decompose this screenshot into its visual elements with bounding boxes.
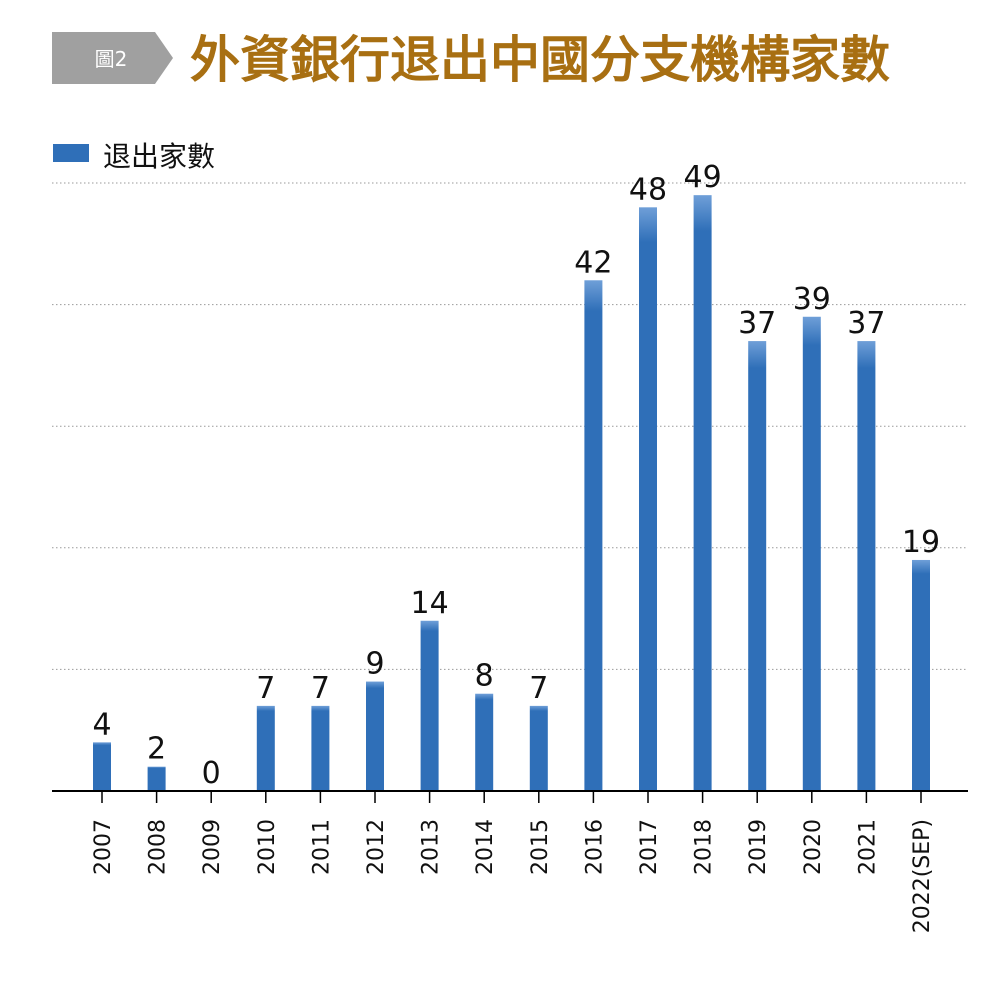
legend: 退出家數 bbox=[53, 140, 215, 173]
x-tick-label: 2014 bbox=[473, 819, 498, 875]
x-tick-label: 2020 bbox=[801, 819, 826, 875]
x-tick-label: 2008 bbox=[146, 819, 171, 875]
x-tick-label: 2011 bbox=[309, 819, 334, 875]
bar bbox=[639, 207, 657, 791]
x-tick-label: 2022(SEP) bbox=[910, 819, 935, 933]
data-label: 37 bbox=[738, 306, 776, 341]
x-tick-label: 2017 bbox=[637, 819, 662, 875]
x-tick-label: 2010 bbox=[255, 819, 280, 875]
data-label: 9 bbox=[365, 647, 384, 682]
x-axis-tick-labels: 2007 2008 2009 2010 2011 2012 2013 2014 2015 2016… bbox=[91, 819, 935, 933]
x-tick-label: 2021 bbox=[855, 819, 880, 875]
bar bbox=[748, 341, 767, 791]
gridlines bbox=[52, 182, 968, 670]
legend-label: 退出家數 bbox=[103, 140, 215, 173]
data-label: 2 bbox=[147, 732, 166, 767]
bar bbox=[857, 341, 876, 791]
bar bbox=[147, 766, 166, 791]
x-tick-label: 2019 bbox=[746, 819, 771, 875]
data-label: 39 bbox=[793, 282, 831, 317]
bar bbox=[93, 742, 111, 791]
figure-tag: 圖2 bbox=[95, 47, 128, 71]
bar bbox=[529, 705, 548, 791]
x-tick-label: 2009 bbox=[200, 819, 225, 875]
data-label: 37 bbox=[847, 306, 885, 341]
x-tick-label: 2016 bbox=[582, 819, 607, 875]
data-label: 42 bbox=[574, 245, 612, 280]
bar bbox=[475, 693, 494, 791]
bar bbox=[311, 705, 330, 791]
x-axis-ticks bbox=[101, 791, 922, 803]
bars bbox=[93, 195, 930, 791]
bar bbox=[584, 280, 603, 791]
bar bbox=[802, 316, 821, 791]
x-tick-label: 2013 bbox=[419, 819, 444, 875]
data-label: 48 bbox=[629, 172, 667, 207]
bar bbox=[256, 705, 275, 791]
x-tick-label: 2018 bbox=[692, 819, 717, 875]
x-tick-label: 2007 bbox=[91, 819, 116, 875]
bar bbox=[420, 620, 439, 791]
data-label: 14 bbox=[411, 586, 449, 621]
data-label: 7 bbox=[311, 671, 330, 706]
bar bbox=[912, 559, 930, 791]
figure-tag-shape bbox=[52, 32, 173, 84]
legend-swatch bbox=[53, 144, 89, 162]
data-label: 7 bbox=[256, 671, 275, 706]
data-label: 7 bbox=[529, 671, 548, 706]
figure-header: 圖2 外資銀行退出中國分支機構家數 bbox=[52, 31, 890, 89]
data-label: 49 bbox=[684, 160, 722, 195]
data-label: 8 bbox=[475, 659, 494, 694]
data-label: 0 bbox=[202, 756, 221, 791]
data-label: 4 bbox=[92, 707, 111, 742]
bar bbox=[693, 195, 712, 791]
bar bbox=[366, 681, 384, 791]
chart-title: 外資銀行退出中國分支機構家數 bbox=[190, 31, 890, 89]
x-tick-label: 2012 bbox=[364, 819, 389, 875]
x-tick-label: 2015 bbox=[528, 819, 553, 875]
data-label: 19 bbox=[902, 525, 940, 560]
